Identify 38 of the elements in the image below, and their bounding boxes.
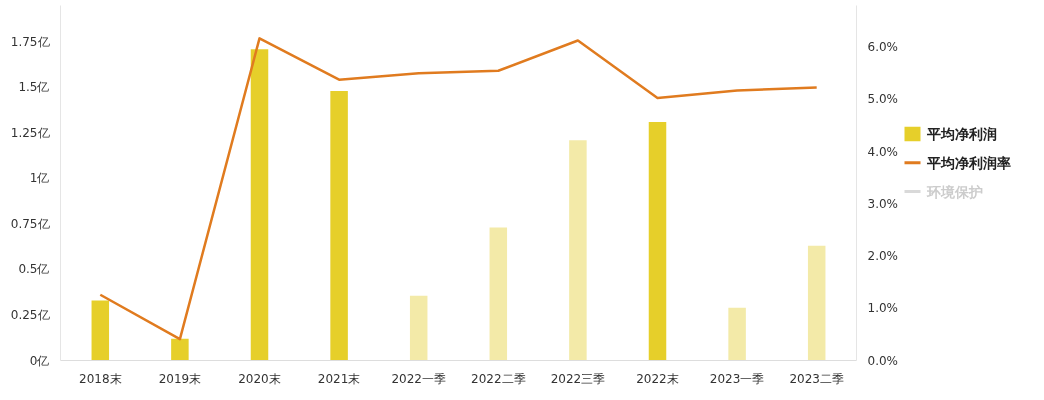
x-tick-label: 2020末: [238, 371, 281, 386]
bar: [648, 122, 667, 361]
y2-tick-label: 5.0%: [867, 92, 898, 107]
y-tick-label: 0.75亿: [10, 216, 50, 231]
y2-tick-label: 0.0%: [867, 353, 898, 368]
x-tick-label: 2019末: [158, 371, 202, 386]
y-tick-label: 0亿: [29, 353, 50, 368]
bar: [489, 227, 508, 361]
y2-tick-label: 1.0%: [867, 301, 898, 316]
bar: [91, 300, 110, 361]
x-tick-label: 2018末: [79, 371, 122, 386]
x-tick-label: 2022二季: [471, 371, 526, 386]
bar: [250, 49, 269, 361]
y-tick-label: 1.25亿: [10, 125, 50, 140]
y2-tick-label: 4.0%: [867, 144, 898, 159]
y2-tick-label: 6.0%: [867, 40, 898, 55]
y-tick-label: 0.25亿: [10, 307, 50, 322]
y-tick-label: 0.5亿: [18, 262, 50, 277]
x-tick-label: 2021末: [317, 371, 361, 386]
legend-label: 平均净利润: [925, 126, 997, 143]
bar: [409, 295, 428, 361]
y-tick-label: 1亿: [29, 171, 50, 186]
x-tick-label: 2022末: [636, 371, 679, 386]
bar: [728, 307, 746, 361]
bar: [171, 338, 189, 361]
y-tick-label: 1.5亿: [18, 80, 50, 95]
bar: [569, 140, 587, 361]
x-tick-label: 2022一季: [391, 371, 446, 386]
x-tick-label: 2023一季: [709, 371, 765, 386]
x-tick-label: 2023二季: [789, 371, 844, 386]
bar: [330, 91, 348, 361]
legend-label: 平均净利润率: [925, 154, 1011, 171]
bar: [807, 245, 826, 361]
y2-tick-label: 3.0%: [867, 196, 898, 211]
x-tick-label: 2022三季: [550, 371, 606, 386]
y-tick-label: 1.75亿: [10, 34, 50, 49]
y2-tick-label: 2.0%: [867, 249, 898, 264]
line-series: [99, 37, 818, 341]
